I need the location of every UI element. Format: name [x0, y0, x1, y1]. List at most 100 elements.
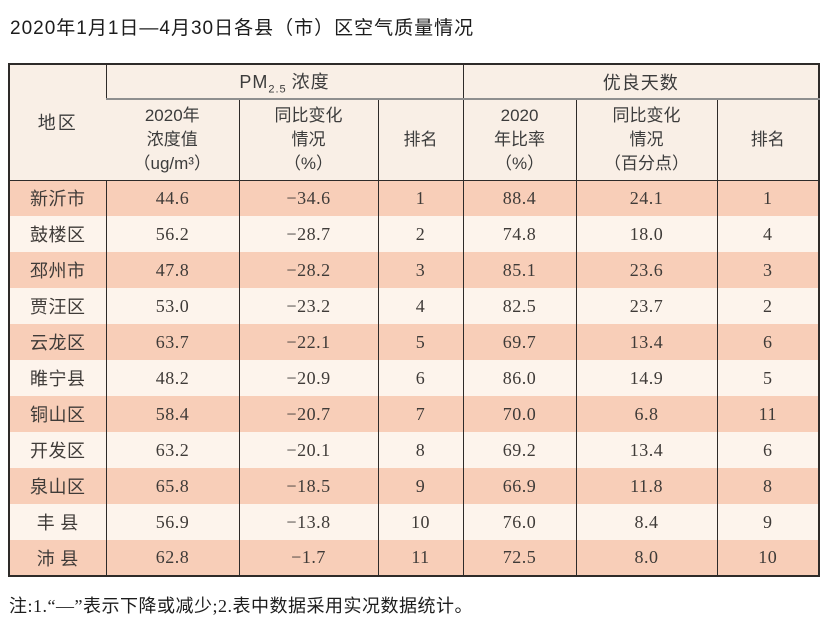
good-rank-cell: 3 — [716, 252, 820, 288]
region-cell: 睢宁县 — [30, 369, 86, 389]
column-header-region: 地区 — [9, 64, 106, 181]
group-header-good-days: 优良天数 — [462, 64, 820, 100]
header-line: 同比变化 — [612, 106, 681, 126]
pm-value-cell: 48.2 — [105, 360, 239, 396]
pm-change-cell: −22.1 — [238, 324, 378, 360]
pm-change-cell: −13.8 — [238, 504, 378, 540]
pm-change-cell: −20.9 — [238, 360, 378, 396]
pm-rank-cell: 5 — [377, 324, 464, 360]
pm-value-cell: 47.8 — [105, 252, 239, 288]
pm-change-cell: −20.1 — [238, 432, 378, 468]
good-change-cell: 24.1 — [575, 180, 718, 216]
header-line: 年比率 — [494, 129, 546, 149]
good-rate-cell: 66.9 — [462, 468, 577, 504]
good-change-cell: 13.4 — [575, 324, 718, 360]
footnote: 注:1.“—”表示下降或减少;2.表中数据采用实况数据统计。 — [9, 596, 473, 616]
pm-change-cell: −28.2 — [238, 252, 378, 288]
region-cell: 邳州市 — [30, 261, 86, 281]
column-header-rate-rank: 排名 — [716, 99, 820, 181]
good-rate-cell: 88.4 — [462, 180, 577, 216]
good-rate-cell: 86.0 — [462, 360, 577, 396]
page-title: 2020年1月1日—4月30日各县（市）区空气质量情况 — [10, 18, 475, 39]
good-rate-cell: 69.2 — [462, 432, 577, 468]
header-line: 排名 — [750, 129, 785, 149]
good-rank-cell: 8 — [716, 468, 820, 504]
pm-suffix: 浓度 — [291, 71, 330, 92]
table-row: 睢宁县 48.2 −20.9 6 86.0 14.9 5 — [9, 360, 820, 396]
region-cell: 鼓楼区 — [30, 225, 86, 245]
good-change-cell: 6.8 — [575, 396, 718, 432]
good-rate-cell: 69.7 — [462, 324, 577, 360]
pm-value-cell: 62.8 — [105, 540, 239, 576]
pm-value-cell: 53.0 — [105, 288, 239, 324]
header-line: 情况 — [291, 129, 326, 149]
pm-rank-cell: 8 — [377, 432, 464, 468]
table-row: 开发区 63.2 −20.1 8 69.2 13.4 6 — [9, 432, 820, 468]
region-cell: 新沂市 — [30, 189, 86, 210]
good-change-cell: 14.9 — [575, 360, 718, 396]
pm-value-cell: 58.4 — [105, 396, 239, 432]
pm-rank-cell: 10 — [377, 504, 464, 540]
good-rank-cell: 9 — [716, 504, 820, 540]
header-line: （ug/m³） — [133, 153, 211, 173]
pm-value-cell: 63.2 — [105, 432, 239, 468]
column-header-pm-rank: 排名 — [377, 99, 464, 181]
region-cell: 云龙区 — [30, 333, 86, 353]
good-rank-cell: 10 — [716, 540, 820, 576]
table-row: 沛 县 62.8 −1.7 11 72.5 8.0 10 — [9, 540, 820, 576]
column-header-rate: 2020 年比率 （%） — [462, 99, 577, 181]
column-header-rate-change: 同比变化 情况 （百分点） — [575, 99, 718, 181]
good-change-cell: 11.8 — [575, 468, 718, 504]
pm-label: PM — [239, 71, 269, 92]
pm-rank-cell: 11 — [377, 540, 464, 576]
group-header-pm25: PM2.5 浓度 — [105, 64, 464, 100]
good-rate-cell: 72.5 — [462, 540, 577, 576]
good-rate-cell: 85.1 — [462, 252, 577, 288]
table-row: 邳州市 47.8 −28.2 3 85.1 23.6 3 — [9, 252, 820, 288]
air-quality-table: 地区 PM2.5 浓度 优良天数 2020年 浓度值 （ug/m³） 同比变化 情… — [8, 63, 821, 577]
good-change-cell: 8.0 — [575, 540, 718, 576]
good-change-cell: 13.4 — [575, 432, 718, 468]
region-cell: 贾汪区 — [30, 297, 86, 317]
region-cell: 沛 县 — [36, 548, 79, 569]
header-line: （%） — [283, 153, 334, 173]
pm-subscript: 2.5 — [268, 83, 287, 96]
header-line: 情况 — [629, 129, 664, 149]
table-row: 泉山区 65.8 −18.5 9 66.9 11.8 8 — [9, 468, 820, 504]
pm-value-cell: 63.7 — [105, 324, 239, 360]
pm-change-cell: −28.7 — [238, 216, 378, 252]
pm-change-cell: −23.2 — [238, 288, 378, 324]
pm-rank-cell: 2 — [377, 216, 464, 252]
table-row: 贾汪区 53.0 −23.2 4 82.5 23.7 2 — [9, 288, 820, 324]
column-header-pm-value: 2020年 浓度值 （ug/m³） — [106, 99, 239, 181]
pm-value-cell: 56.2 — [105, 216, 239, 252]
good-rate-cell: 70.0 — [462, 396, 577, 432]
table-row: 新沂市 44.6 −34.6 1 88.4 24.1 1 — [9, 180, 820, 216]
header-line: 排名 — [403, 129, 438, 149]
good-change-cell: 23.6 — [575, 252, 718, 288]
good-rate-cell: 76.0 — [462, 504, 577, 540]
pm-rank-cell: 7 — [377, 396, 464, 432]
good-rate-cell: 82.5 — [462, 288, 577, 324]
good-rank-cell: 5 — [716, 360, 820, 396]
good-change-cell: 23.7 — [575, 288, 718, 324]
good-change-cell: 8.4 — [575, 504, 718, 540]
table-row: 丰 县 56.9 −13.8 10 76.0 8.4 9 — [9, 504, 820, 540]
table-row: 云龙区 63.7 −22.1 5 69.7 13.4 6 — [9, 324, 820, 360]
region-cell: 开发区 — [30, 441, 86, 461]
header-line: 浓度值 — [146, 129, 198, 149]
good-rank-cell: 2 — [716, 288, 820, 324]
header-line: （%） — [494, 153, 545, 173]
good-rank-cell: 6 — [716, 324, 820, 360]
table-body: 新沂市 44.6 −34.6 1 88.4 24.1 1 鼓楼区 56.2 −2… — [9, 180, 820, 576]
good-rank-cell: 11 — [716, 396, 820, 432]
header-line: 同比变化 — [274, 106, 343, 126]
pm-value-cell: 65.8 — [105, 468, 239, 504]
table-header: 地区 PM2.5 浓度 优良天数 2020年 浓度值 （ug/m³） 同比变化 情… — [9, 64, 820, 181]
pm-value-cell: 44.6 — [105, 180, 239, 216]
table-row: 鼓楼区 56.2 −28.7 2 74.8 18.0 4 — [9, 216, 820, 252]
pm-value-cell: 56.9 — [105, 504, 239, 540]
good-change-cell: 18.0 — [575, 216, 718, 252]
pm-rank-cell: 3 — [377, 252, 464, 288]
pm-rank-cell: 6 — [377, 360, 464, 396]
